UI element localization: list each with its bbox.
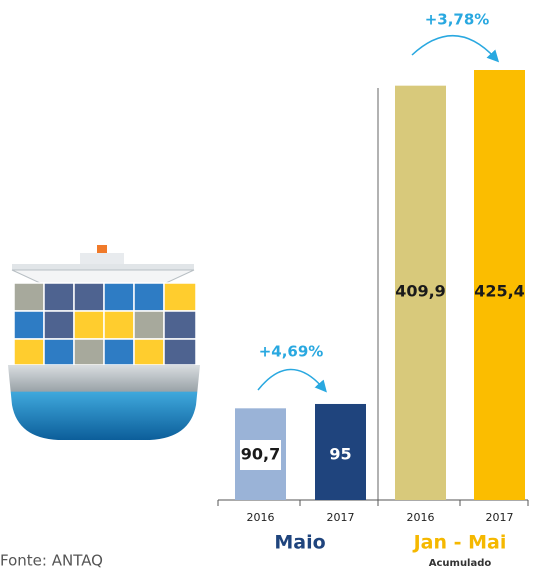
x-tick-label: 2017 xyxy=(486,511,514,524)
annotation: +3,78% xyxy=(425,11,490,29)
group-sublabel: Acumulado xyxy=(429,558,492,569)
value-label: 95 xyxy=(329,445,351,464)
bar xyxy=(474,70,525,500)
value-label: 425,4 xyxy=(474,282,525,301)
bar xyxy=(395,85,446,501)
x-tick-label: 2016 xyxy=(407,511,435,524)
label-box xyxy=(240,440,281,470)
x-tick-label: 2016 xyxy=(247,511,275,524)
x-tick-label: 2017 xyxy=(327,511,355,524)
value-label: 90,7 xyxy=(241,445,280,464)
ship-illustration xyxy=(8,245,200,440)
group-label: Maio xyxy=(274,532,325,554)
source: Fonte: ANTAQ xyxy=(0,552,103,570)
arrow xyxy=(257,368,327,393)
group-label: Jan - Mai xyxy=(412,532,507,554)
arrow xyxy=(411,35,500,63)
value-label: 409,9 xyxy=(395,282,446,301)
bar xyxy=(315,403,366,500)
annotation: +4,69% xyxy=(259,343,324,361)
